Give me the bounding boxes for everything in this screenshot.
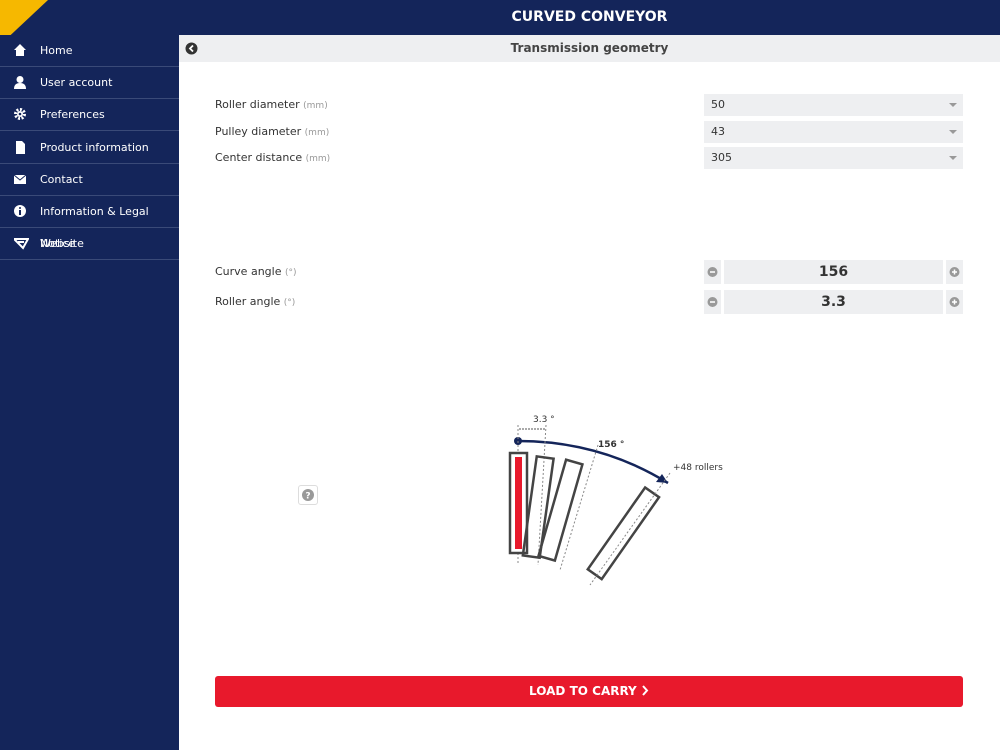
stepper-value[interactable]: 156 [724,260,943,284]
nav-icon [14,238,29,250]
nav-item[interactable]: Information & Legal Notice [0,196,179,250]
logo-corner [0,0,48,45]
back-button[interactable] [185,42,198,55]
nav-item[interactable]: Contact [0,164,179,196]
nav-icon [14,205,26,217]
header [0,0,1000,35]
nav-label: Contact [40,172,83,186]
help-icon: ? [302,489,314,502]
dropdown[interactable]: 43 [704,120,963,143]
nav-item[interactable]: Home [0,35,179,67]
step-icon [707,297,718,307]
decrement-button[interactable] [704,260,721,284]
label-text: Roller diameter [215,98,300,111]
step-icon [707,267,718,277]
app-title: CURVED CONVEYOR [511,9,668,25]
nav-icon [16,140,25,154]
dropdown[interactable]: 305 [704,147,963,169]
roller-angle-label: 3.3 ° [533,415,555,425]
label-unit: (mm) [305,154,331,164]
curve-angle-label: 156 ° [598,440,624,450]
field-label: Pulley diameter (mm) [215,125,329,138]
label-text: Curve angle [215,265,282,278]
field-label: Center distance (mm) [215,151,330,164]
increment-button[interactable] [946,290,963,314]
step-icon [949,297,960,307]
nav-label: Home [40,44,73,57]
nav-label: Preferences [40,108,105,122]
nav-label: User account [40,76,113,90]
decrement-button[interactable] [704,290,721,314]
nav-label: Information & Legal Notice [40,205,149,250]
subheader [179,35,1000,62]
nav-item[interactable]: User account [0,67,179,100]
increment-button[interactable] [946,260,963,284]
dropdown[interactable]: 50 [704,94,963,116]
page-title: Transmission geometry [510,41,669,55]
nav-item[interactable]: Preferences [0,99,179,132]
field-label: Curve angle (°) [215,265,297,278]
chevron [642,685,649,696]
diagram: 3.3 ° 156 ° +48 rollers [508,415,723,586]
label-unit: (mm) [303,101,328,111]
help-button[interactable]: ? [298,485,318,505]
nav-label: Website [40,237,84,251]
step-icon [949,267,960,277]
label-unit: (°) [284,268,297,278]
label-text: Roller angle [215,295,281,308]
label-text: Pulley diameter [215,124,302,138]
label-text: Center distance [215,151,303,164]
nav-icon [14,108,26,121]
label-unit: (mm) [304,127,330,138]
nav-label: Product information [40,140,149,154]
stepper-value[interactable]: 3.3 [724,290,943,314]
help-glyph: ? [305,492,310,502]
nav-icon [14,76,26,90]
extra-rollers-label: +48 rollers [673,463,723,473]
label-unit: (°) [283,298,296,308]
load-to-carry-button[interactable]: LOAD TO CARRY [215,676,963,707]
button-label: LOAD TO CARRY [529,684,637,698]
field-label: Roller angle (°) [215,295,295,308]
field-label: Roller diameter (mm) [215,98,328,111]
nav-item[interactable]: Website [0,228,179,261]
nav-item[interactable]: Product information [0,132,179,164]
nav-icon [14,44,26,56]
sidebar: Home User account Preferences Product infor… [0,35,179,750]
nav-icon [14,174,27,184]
